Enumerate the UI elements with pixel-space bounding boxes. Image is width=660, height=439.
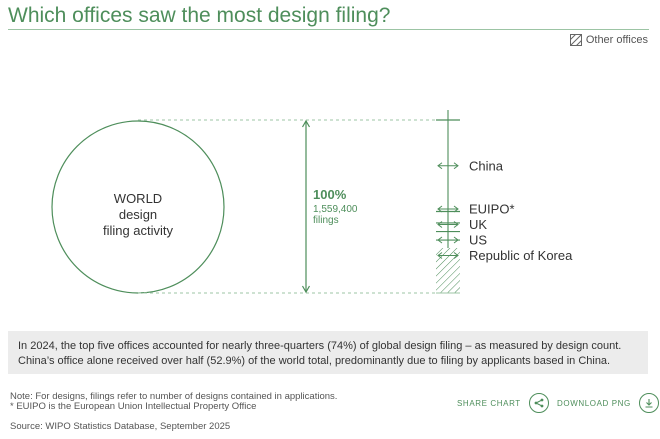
world-label-line-1: design <box>119 207 157 222</box>
share-icon <box>528 393 549 413</box>
segment-label-republic-of-korea: Republic of Korea <box>469 248 573 263</box>
legend-label: Other offices <box>585 34 648 46</box>
total-unit-label: filings <box>313 215 339 226</box>
total-value-label: 1,559,400 <box>313 204 358 215</box>
title-divider <box>8 29 649 30</box>
total-arrow-head-bottom <box>301 285 311 294</box>
total-percent-label: 100% <box>313 187 347 202</box>
total-arrow-head-top <box>301 119 311 128</box>
chart-title: Which offices saw the most design filing… <box>8 4 391 27</box>
summary-line-1: In 2024, the top five offices accounted … <box>18 340 622 352</box>
download-icon <box>638 393 659 413</box>
segment-arrow-head-right-euipo <box>453 205 459 213</box>
legend: Other offices <box>569 34 648 46</box>
download-png-button[interactable]: DOWNLOAD PNG <box>557 393 659 413</box>
footnotes: Note: For designs, filings refer to numb… <box>10 392 337 412</box>
hatched-square-icon <box>569 34 582 46</box>
world-label-line-2: filing activity <box>103 223 174 238</box>
share-chart-button[interactable]: SHARE CHART <box>457 393 549 413</box>
footnote-1: Note: For designs, filings refer to numb… <box>10 391 338 402</box>
segment-arrow-head-right-uk <box>453 221 459 228</box>
segment-label-euipo: EUIPO* <box>469 202 515 217</box>
segment-hatch-other-offices <box>436 248 460 293</box>
summary-note: In 2024, the top five offices accounted … <box>8 331 648 374</box>
segment-label-china: China <box>469 158 504 173</box>
world-label-line-0: WORLD <box>114 191 162 206</box>
source-text: Source: WIPO Statistics Database, Septem… <box>10 421 231 432</box>
segment-arrow-head-left-china <box>437 162 443 170</box>
segment-label-uk: UK <box>469 217 487 232</box>
share-chart-label: SHARE CHART <box>457 398 521 408</box>
footnote-2: * EUIPO is the European Union Intellectu… <box>10 401 257 412</box>
segment-arrow-head-right-china <box>453 162 459 170</box>
segment-arrow-head-left-euipo <box>437 205 443 213</box>
segment-arrow-head-left-uk <box>437 221 443 228</box>
download-png-label: DOWNLOAD PNG <box>557 398 631 408</box>
summary-line-2: China’s office alone received over half … <box>18 355 611 367</box>
segment-label-us: US <box>469 233 487 248</box>
